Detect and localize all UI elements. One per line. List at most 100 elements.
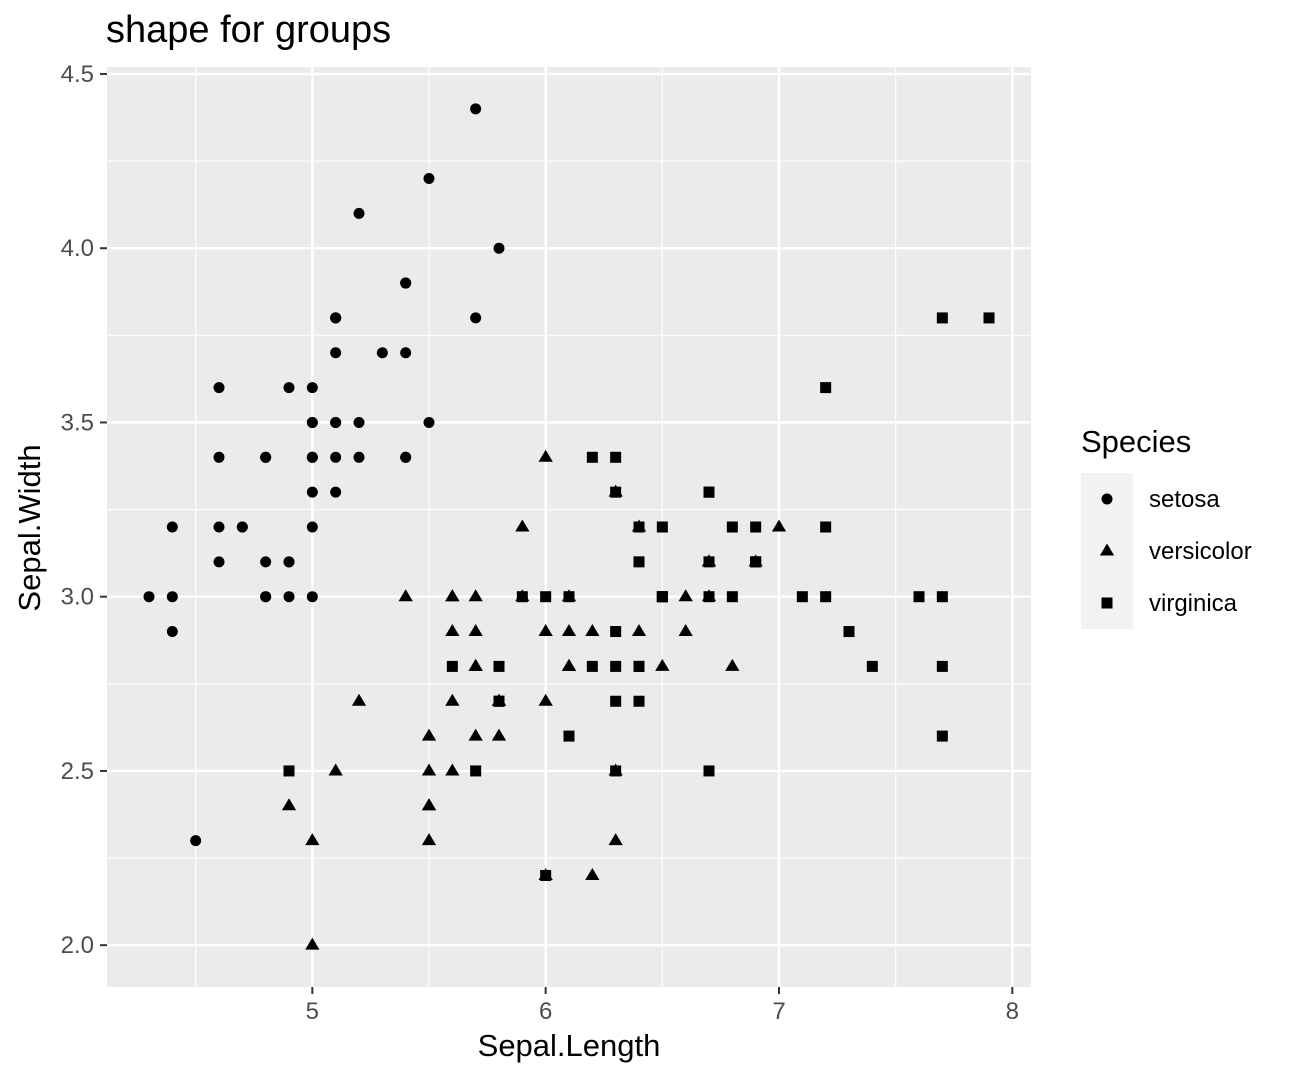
versicolor-point bbox=[538, 693, 553, 706]
setosa-point bbox=[306, 591, 318, 603]
setosa-point bbox=[166, 521, 178, 533]
versicolor-point bbox=[468, 658, 483, 671]
versicolor-point bbox=[468, 624, 483, 637]
virginica-point bbox=[936, 312, 948, 324]
virginica-point bbox=[516, 591, 528, 603]
versicolor-point bbox=[445, 763, 460, 776]
virginica-point bbox=[936, 591, 948, 603]
x-tick-label: 5 bbox=[306, 998, 319, 1025]
virginica-point bbox=[633, 556, 645, 568]
legend-title: Species bbox=[1081, 424, 1191, 459]
x-tick-label: 6 bbox=[539, 998, 552, 1025]
setosa-point bbox=[470, 103, 482, 115]
versicolor-point bbox=[655, 658, 670, 671]
legend-key-setosa bbox=[1101, 493, 1113, 505]
versicolor-point bbox=[328, 763, 343, 776]
versicolor-point bbox=[585, 624, 600, 637]
setosa-point bbox=[260, 591, 272, 603]
virginica-point bbox=[563, 730, 575, 742]
versicolor-point bbox=[538, 624, 553, 637]
virginica-point bbox=[866, 660, 878, 672]
setosa-point bbox=[260, 556, 272, 568]
versicolor-point bbox=[538, 449, 553, 462]
virginica-point bbox=[446, 660, 458, 672]
setosa-point bbox=[353, 416, 365, 428]
virginica-point bbox=[586, 660, 598, 672]
setosa-point bbox=[400, 347, 412, 359]
versicolor-point bbox=[281, 798, 297, 811]
virginica-point bbox=[540, 591, 552, 603]
setosa-point bbox=[353, 207, 365, 219]
virginica-point bbox=[610, 486, 622, 498]
setosa-point bbox=[400, 277, 412, 289]
versicolor-point bbox=[515, 519, 530, 532]
setosa-point bbox=[306, 451, 318, 463]
versicolor-point bbox=[608, 833, 623, 846]
setosa-point bbox=[306, 382, 318, 394]
versicolor-point bbox=[468, 728, 483, 741]
virginica-point bbox=[703, 486, 715, 498]
versicolor-point bbox=[305, 937, 320, 950]
virginica-point bbox=[633, 521, 645, 533]
virginica-point bbox=[820, 521, 832, 533]
versicolor-point bbox=[725, 658, 740, 671]
setosa-point bbox=[306, 486, 318, 498]
virginica-point bbox=[703, 765, 715, 777]
virginica-point bbox=[586, 451, 598, 463]
data-points bbox=[143, 103, 995, 950]
setosa-point bbox=[283, 556, 295, 568]
setosa-point bbox=[330, 416, 342, 428]
y-tick-label: 3.5 bbox=[61, 409, 94, 436]
setosa-point bbox=[330, 451, 342, 463]
setosa-point bbox=[423, 416, 435, 428]
setosa-point bbox=[376, 347, 388, 359]
versicolor-point bbox=[678, 589, 693, 602]
setosa-point bbox=[283, 382, 295, 394]
virginica-point bbox=[703, 556, 715, 568]
x-axis-title: Sepal.Length bbox=[478, 1028, 661, 1063]
versicolor-point bbox=[771, 519, 787, 532]
versicolor-point bbox=[445, 589, 460, 602]
setosa-point bbox=[423, 173, 435, 185]
setosa-point bbox=[213, 556, 225, 568]
virginica-point bbox=[820, 382, 832, 394]
virginica-point bbox=[633, 660, 645, 672]
legend: Species setosa versicolor virginica bbox=[1081, 424, 1252, 629]
x-tick-label: 7 bbox=[772, 998, 785, 1025]
legend-key-virginica bbox=[1101, 597, 1113, 609]
legend-label-setosa: setosa bbox=[1149, 486, 1220, 513]
virginica-point bbox=[610, 451, 622, 463]
virginica-point bbox=[493, 660, 505, 672]
setosa-point bbox=[213, 451, 225, 463]
virginica-point bbox=[843, 626, 855, 638]
versicolor-point bbox=[421, 833, 437, 846]
setosa-point bbox=[166, 626, 178, 638]
setosa-point bbox=[306, 416, 318, 428]
versicolor-point bbox=[445, 693, 460, 706]
versicolor-point bbox=[351, 693, 367, 706]
versicolor-point bbox=[585, 867, 600, 880]
setosa-point bbox=[353, 451, 365, 463]
virginica-point bbox=[983, 312, 995, 324]
versicolor-point bbox=[468, 589, 483, 602]
setosa-point bbox=[260, 451, 272, 463]
versicolor-point bbox=[398, 589, 413, 602]
chart-title: shape for groups bbox=[106, 9, 391, 51]
x-tick-label: 8 bbox=[1006, 998, 1019, 1025]
y-tick-label: 4.5 bbox=[61, 61, 94, 88]
virginica-point bbox=[750, 521, 762, 533]
virginica-point bbox=[283, 765, 295, 777]
versicolor-point bbox=[631, 624, 647, 637]
setosa-point bbox=[190, 835, 202, 847]
virginica-point bbox=[610, 626, 622, 638]
setosa-point bbox=[283, 591, 295, 603]
plot-panel bbox=[107, 67, 1031, 987]
setosa-point bbox=[330, 347, 342, 359]
virginica-point bbox=[820, 591, 832, 603]
versicolor-point bbox=[561, 624, 577, 637]
setosa-point bbox=[213, 521, 225, 533]
setosa-point bbox=[143, 591, 155, 603]
versicolor-point bbox=[678, 624, 693, 637]
virginica-point bbox=[493, 695, 505, 707]
